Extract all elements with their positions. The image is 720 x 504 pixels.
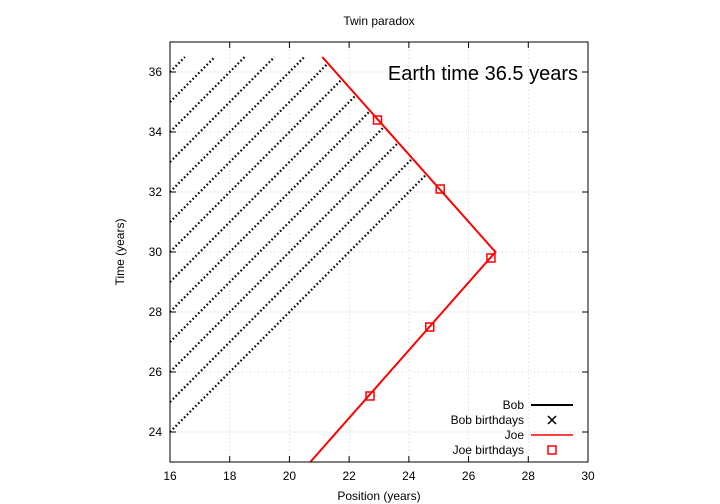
- axis-ticks: 16 18 20 22 24 26 28 30 24 26 28 30 32 34 36: [149, 42, 595, 483]
- legend-samples: [531, 404, 573, 455]
- legend-sample-square: [547, 445, 557, 455]
- bob-worldline: [169, 141, 400, 373]
- x-tick-label: 30: [581, 469, 595, 483]
- y-tick-label: 36: [149, 65, 163, 79]
- bob-worldline: [169, 56, 216, 103]
- joe-worldline: [309, 56, 497, 463]
- y-tick-label: 26: [149, 365, 163, 379]
- x-tick-label: 24: [402, 469, 416, 483]
- y-tick-label: 34: [149, 125, 163, 139]
- y-tick-label: 32: [149, 185, 163, 199]
- joe-worldline-layer: [309, 56, 497, 463]
- joe-birthday-marker: [372, 115, 383, 125]
- bob-worldline: [169, 56, 306, 193]
- x-tick-label: 26: [462, 469, 476, 483]
- bob-worldline: [169, 56, 246, 133]
- grid-lines: [170, 42, 588, 462]
- bob-worldline: [169, 125, 385, 343]
- legend: Bob Bob birthdays Joe Joe birthdays: [451, 398, 573, 457]
- x-tick-label: 18: [223, 469, 237, 483]
- bob-worldlines: [169, 56, 428, 433]
- x-tick-label: 16: [163, 469, 177, 483]
- legend-label-bob: Bob: [503, 398, 525, 412]
- bob-worldline: [169, 56, 186, 73]
- legend-sample-cross-b: [547, 415, 557, 425]
- joe-birthday-marker: [425, 322, 435, 332]
- y-tick-label: 30: [149, 245, 163, 259]
- x-tick-label: 28: [522, 469, 536, 483]
- y-axis-label: Time (years): [113, 219, 127, 286]
- bob-worldline: [169, 56, 276, 163]
- chart-title: Twin paradox: [343, 14, 414, 28]
- x-tick-label: 22: [342, 469, 356, 483]
- joe-birthday-marker: [486, 253, 496, 263]
- legend-label-bob-birthdays: Bob birthdays: [451, 413, 524, 427]
- x-axis-label: Position (years): [337, 489, 420, 503]
- bob-worldline: [169, 157, 414, 403]
- bob-worldline: [169, 173, 428, 433]
- bob-worldline: [169, 78, 343, 253]
- legend-label-joe-birthdays: Joe birthdays: [453, 443, 524, 457]
- y-tick-label: 28: [149, 305, 163, 319]
- bob-worldline: [169, 62, 329, 223]
- legend-label-joe: Joe: [505, 428, 525, 442]
- bob-worldline: [169, 94, 357, 283]
- earth-time-annotation: Earth time 36.5 years: [388, 63, 578, 85]
- y-tick-label: 24: [149, 425, 163, 439]
- joe-birthday-marker: [365, 391, 375, 401]
- bob-worldline: [169, 110, 371, 313]
- x-tick-label: 20: [283, 469, 297, 483]
- joe-birthday-marker: [435, 184, 445, 194]
